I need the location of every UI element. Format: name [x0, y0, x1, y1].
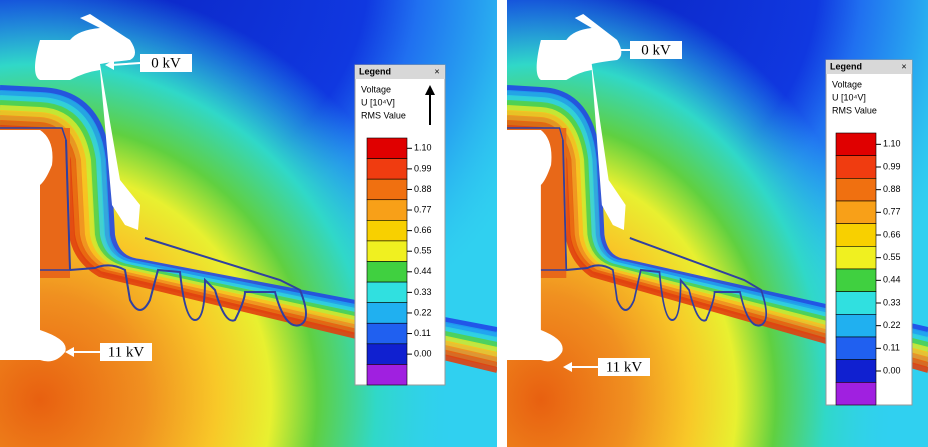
legend-kind: RMS Value — [832, 105, 877, 115]
scale-label: 0.88 — [414, 184, 432, 194]
color-band — [367, 262, 407, 283]
color-band — [836, 156, 876, 179]
scale-label: 0.77 — [883, 207, 901, 217]
voltage-label: 0 kV — [641, 42, 671, 58]
color-band — [367, 138, 407, 159]
voltage-label: 11 kV — [606, 359, 643, 375]
color-band — [367, 323, 407, 344]
scale-label: 0.44 — [414, 266, 432, 276]
color-band — [836, 133, 876, 156]
scale-label: 1.10 — [883, 139, 901, 149]
scale-label: 0.44 — [883, 275, 901, 285]
legend-title: Legend — [359, 66, 391, 76]
color-band — [367, 200, 407, 221]
color-band — [367, 220, 407, 241]
scale-label: 0.77 — [414, 204, 432, 214]
legend-quantity: Voltage — [361, 84, 391, 94]
scale-label: 0.00 — [883, 365, 901, 375]
color-band — [836, 382, 876, 405]
color-band — [836, 269, 876, 292]
color-band — [367, 159, 407, 180]
scale-label: 0.00 — [414, 349, 432, 359]
color-band — [836, 201, 876, 224]
scale-label: 0.88 — [883, 184, 901, 194]
color-band — [836, 224, 876, 247]
color-band — [367, 241, 407, 262]
color-band — [836, 178, 876, 201]
scale-label: 0.66 — [883, 229, 901, 239]
legend-unit: U [10⁴V] — [361, 97, 395, 107]
legend-kind: RMS Value — [361, 110, 406, 120]
scale-label: 0.99 — [883, 161, 901, 171]
legend-quantity: Voltage — [832, 79, 862, 89]
color-band — [367, 344, 407, 365]
color-band — [836, 292, 876, 315]
color-band — [836, 337, 876, 360]
legend-title: Legend — [830, 61, 862, 71]
legend-unit: U [10⁴V] — [832, 92, 866, 102]
voltage-label: 0 kV — [151, 55, 181, 71]
color-band — [836, 360, 876, 383]
scale-label: 0.22 — [883, 320, 901, 330]
figure: 0 kV 11 kV Legend × Voltage U [10⁴V] RMS Value… — [0, 0, 928, 447]
scale-label: 0.55 — [414, 246, 432, 256]
scale-label: 1.10 — [414, 143, 432, 153]
scale-label: 0.33 — [883, 297, 901, 307]
scale-label: 0.33 — [414, 287, 432, 297]
color-band — [367, 364, 407, 385]
scale-label: 0.55 — [883, 252, 901, 262]
color-band — [836, 246, 876, 269]
scale-label: 0.11 — [883, 343, 900, 353]
scale-label: 0.11 — [414, 328, 431, 338]
legend-close[interactable]: × — [901, 61, 906, 71]
scale-label: 0.99 — [414, 163, 432, 173]
voltage-label: 11 kV — [108, 344, 145, 360]
color-band — [367, 179, 407, 200]
scale-label: 0.66 — [414, 225, 432, 235]
scale-label: 0.22 — [414, 307, 432, 317]
color-band — [367, 303, 407, 324]
legend-close[interactable]: × — [434, 66, 439, 76]
color-band — [367, 282, 407, 303]
color-band — [836, 314, 876, 337]
